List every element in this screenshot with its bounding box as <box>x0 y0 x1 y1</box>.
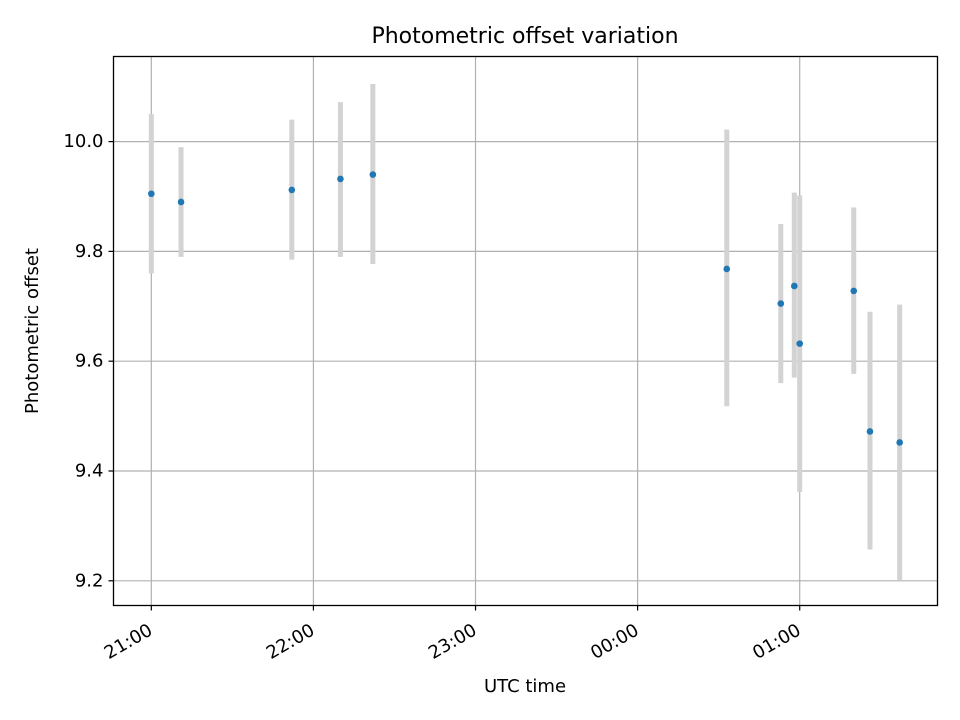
plot-frame <box>112 55 939 607</box>
data-point <box>850 287 858 295</box>
data-points <box>148 171 903 446</box>
data-point <box>288 186 296 194</box>
data-point <box>369 171 377 178</box>
y-tick-label: 10.0 <box>63 131 103 152</box>
data-point <box>866 428 874 435</box>
y-tick-label: 9.4 <box>75 460 104 481</box>
data-point <box>796 340 804 347</box>
x-axis-label: UTC time <box>484 676 566 697</box>
data-point <box>777 300 785 307</box>
y-axis-label: Photometric offset <box>22 248 43 414</box>
chart-title: Photometric offset variation <box>371 24 678 49</box>
data-point <box>177 198 185 206</box>
y-tick-label: 9.6 <box>75 351 104 372</box>
data-point <box>148 190 155 198</box>
data-point <box>723 265 731 273</box>
data-point <box>337 175 344 183</box>
data-point <box>896 439 903 446</box>
data-point <box>791 282 798 290</box>
y-tick-label: 9.2 <box>75 570 104 591</box>
y-tick-label: 9.8 <box>75 241 104 262</box>
y-axis-ticks: 9.2 9.4 9.6 9.8 10.0 <box>63 131 114 591</box>
